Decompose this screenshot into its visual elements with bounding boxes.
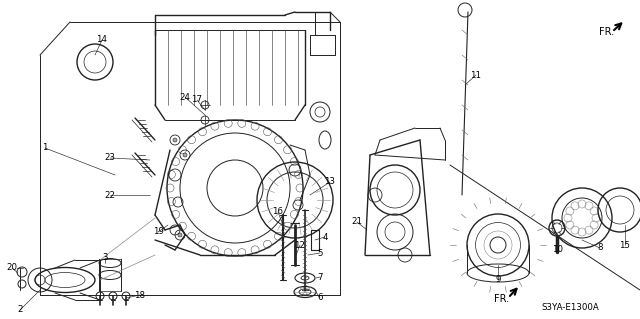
Text: 4: 4 (323, 233, 328, 241)
Text: 8: 8 (597, 243, 603, 253)
Text: 3: 3 (102, 254, 108, 263)
Text: 24: 24 (179, 93, 191, 101)
Text: 22: 22 (104, 190, 115, 199)
Text: 10: 10 (552, 246, 563, 255)
Text: 23: 23 (104, 153, 115, 162)
Text: 2: 2 (17, 306, 23, 315)
Text: 15: 15 (620, 241, 630, 249)
Circle shape (183, 153, 187, 157)
Text: 19: 19 (152, 227, 163, 236)
Text: 18: 18 (134, 291, 145, 300)
Text: 17: 17 (191, 95, 202, 105)
Text: 12: 12 (294, 241, 305, 249)
Text: 16: 16 (273, 207, 284, 217)
Text: FR.: FR. (600, 27, 614, 37)
Text: 11: 11 (470, 70, 481, 79)
Text: S3YA-E1300A: S3YA-E1300A (541, 303, 599, 313)
Text: 13: 13 (324, 177, 335, 187)
Text: 21: 21 (351, 218, 362, 226)
Text: 6: 6 (317, 293, 323, 302)
Text: 20: 20 (6, 263, 17, 272)
Text: 9: 9 (495, 276, 500, 285)
Text: 1: 1 (42, 144, 48, 152)
Text: 5: 5 (317, 249, 323, 257)
Text: 7: 7 (317, 272, 323, 281)
Circle shape (173, 138, 177, 142)
Circle shape (178, 233, 182, 237)
Text: FR.: FR. (495, 294, 509, 304)
Text: 14: 14 (97, 35, 108, 44)
